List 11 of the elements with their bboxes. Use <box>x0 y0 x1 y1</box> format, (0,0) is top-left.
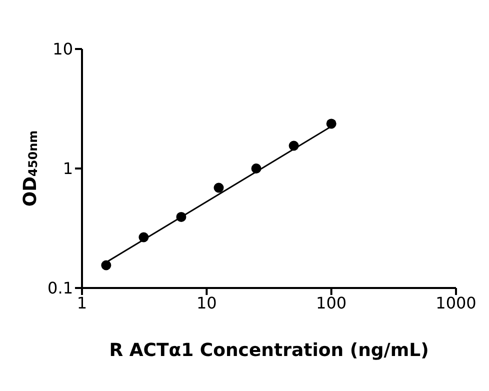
y-tick-label: 0.1 <box>48 278 73 298</box>
x-tick-label: 10 <box>196 293 217 312</box>
x-axis-title: R ACTα1 Concentration (ng/mL) <box>109 340 429 361</box>
point <box>326 118 336 129</box>
y-tick-label: 10 <box>52 40 73 59</box>
x-tick-label: 1 <box>76 293 88 312</box>
point <box>214 182 224 193</box>
x-tick-label: 100 <box>316 293 347 312</box>
y-tick-label: 1 <box>62 159 73 178</box>
x-tick-label: 1000 <box>436 293 476 312</box>
point <box>101 260 112 270</box>
